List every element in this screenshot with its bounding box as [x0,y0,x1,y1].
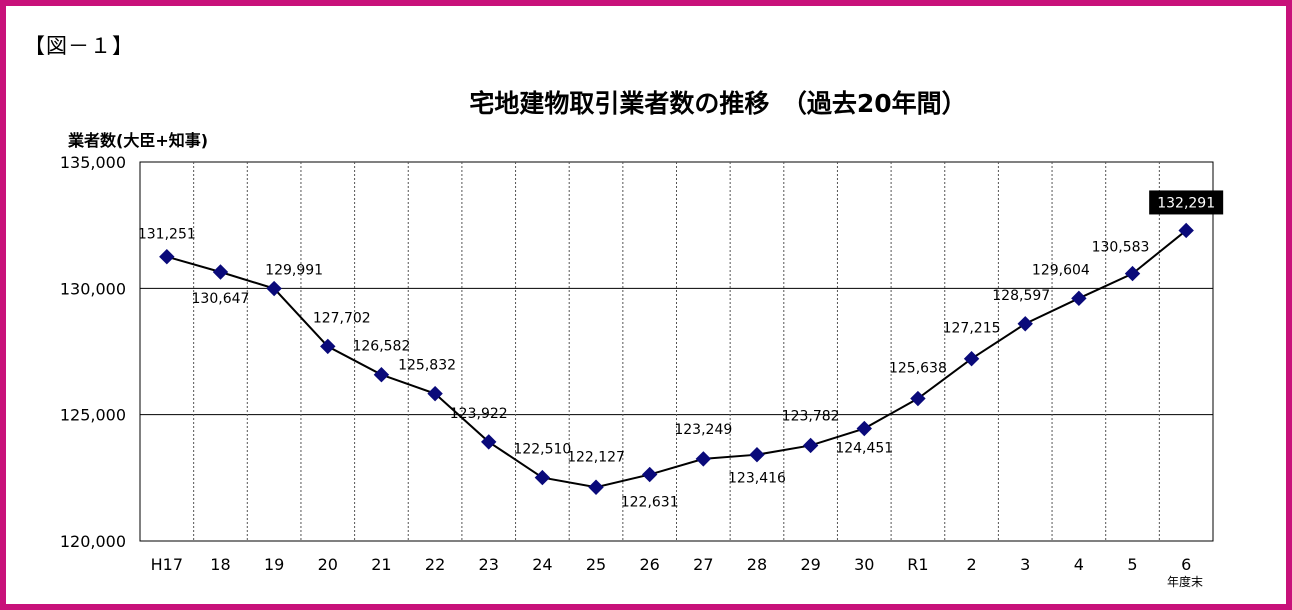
data-point [534,469,551,486]
series-line [166,229,1187,489]
data-label: 130,583 [1092,240,1150,256]
data-point [802,437,819,454]
data-point [1124,265,1141,282]
data-point [749,446,765,463]
data-point [212,264,229,280]
x-tick-label: 5 [1127,555,1137,574]
data-label: 122,631 [621,495,679,511]
data-point [588,479,604,495]
data-point [963,350,980,367]
data-point [481,434,497,450]
x-tick-label: 25 [586,555,606,574]
x-tick-label: 30 [854,555,874,574]
data-label: 123,416 [728,471,786,487]
data-point [910,390,926,407]
x-tick-label: 3 [1020,555,1030,574]
data-label: 129,604 [1032,262,1090,278]
data-point [427,385,443,402]
x-tick-label: H17 [151,555,183,574]
highlight-label-box [1149,190,1224,215]
data-label: 128,597 [992,288,1050,304]
data-label: 123,782 [782,408,840,424]
x-tick-label: 4 [1074,555,1084,574]
data-point [1071,290,1087,307]
x-tick-label: 28 [747,555,767,574]
data-label: 126,582 [352,339,410,355]
data-label: 127,702 [313,310,371,326]
chart-title: 宅地建物取引業者数の推移 （過去20年間） [469,89,966,118]
y-tick-label: 135,000 [60,153,126,172]
x-tick-label: 27 [693,555,713,574]
x-tick-label: 23 [479,555,499,574]
x-tick-label: 22 [425,555,445,574]
x-tick-label: 26 [639,555,659,574]
x-tick-label: 20 [318,555,338,574]
y-tick-label: 120,000 [60,532,126,551]
x-tick-label: 29 [800,555,820,574]
data-label: 125,638 [889,361,947,377]
x-tick-label: 2 [966,555,976,574]
data-label: 123,922 [450,406,508,422]
data-point [159,249,175,265]
data-label: 131,251 [138,227,196,243]
x-tick-label: 19 [264,555,284,574]
data-point [373,366,390,383]
data-label: 122,127 [567,449,625,465]
x-axis-suffix: 年度末 [1167,574,1203,589]
data-point [1017,316,1033,332]
x-tick-label: 21 [371,555,391,574]
data-point [856,420,872,437]
figure-label: 【図－１】 [24,34,134,58]
x-tick-label: R1 [907,555,928,574]
data-label: 124,451 [835,441,893,457]
data-label: 125,832 [398,358,456,374]
data-label: 127,215 [943,321,1001,337]
data-point [1178,222,1194,239]
x-tick-label: 6 [1181,555,1191,574]
data-label: 132,291 [1157,195,1215,211]
data-label: 123,249 [674,422,732,438]
data-label: 122,510 [513,442,571,458]
data-point [695,451,712,467]
data-label: 130,647 [192,291,250,307]
data-label: 129,991 [265,263,323,279]
x-tick-label: 24 [532,555,552,574]
data-point [641,466,658,483]
y-tick-label: 130,000 [60,279,126,298]
x-tick-label: 18 [210,555,230,574]
y-axis-label: 業者数(大臣+知事) [67,131,208,150]
data-point [320,338,336,355]
y-tick-label: 125,000 [60,406,126,425]
data-point [266,280,282,297]
